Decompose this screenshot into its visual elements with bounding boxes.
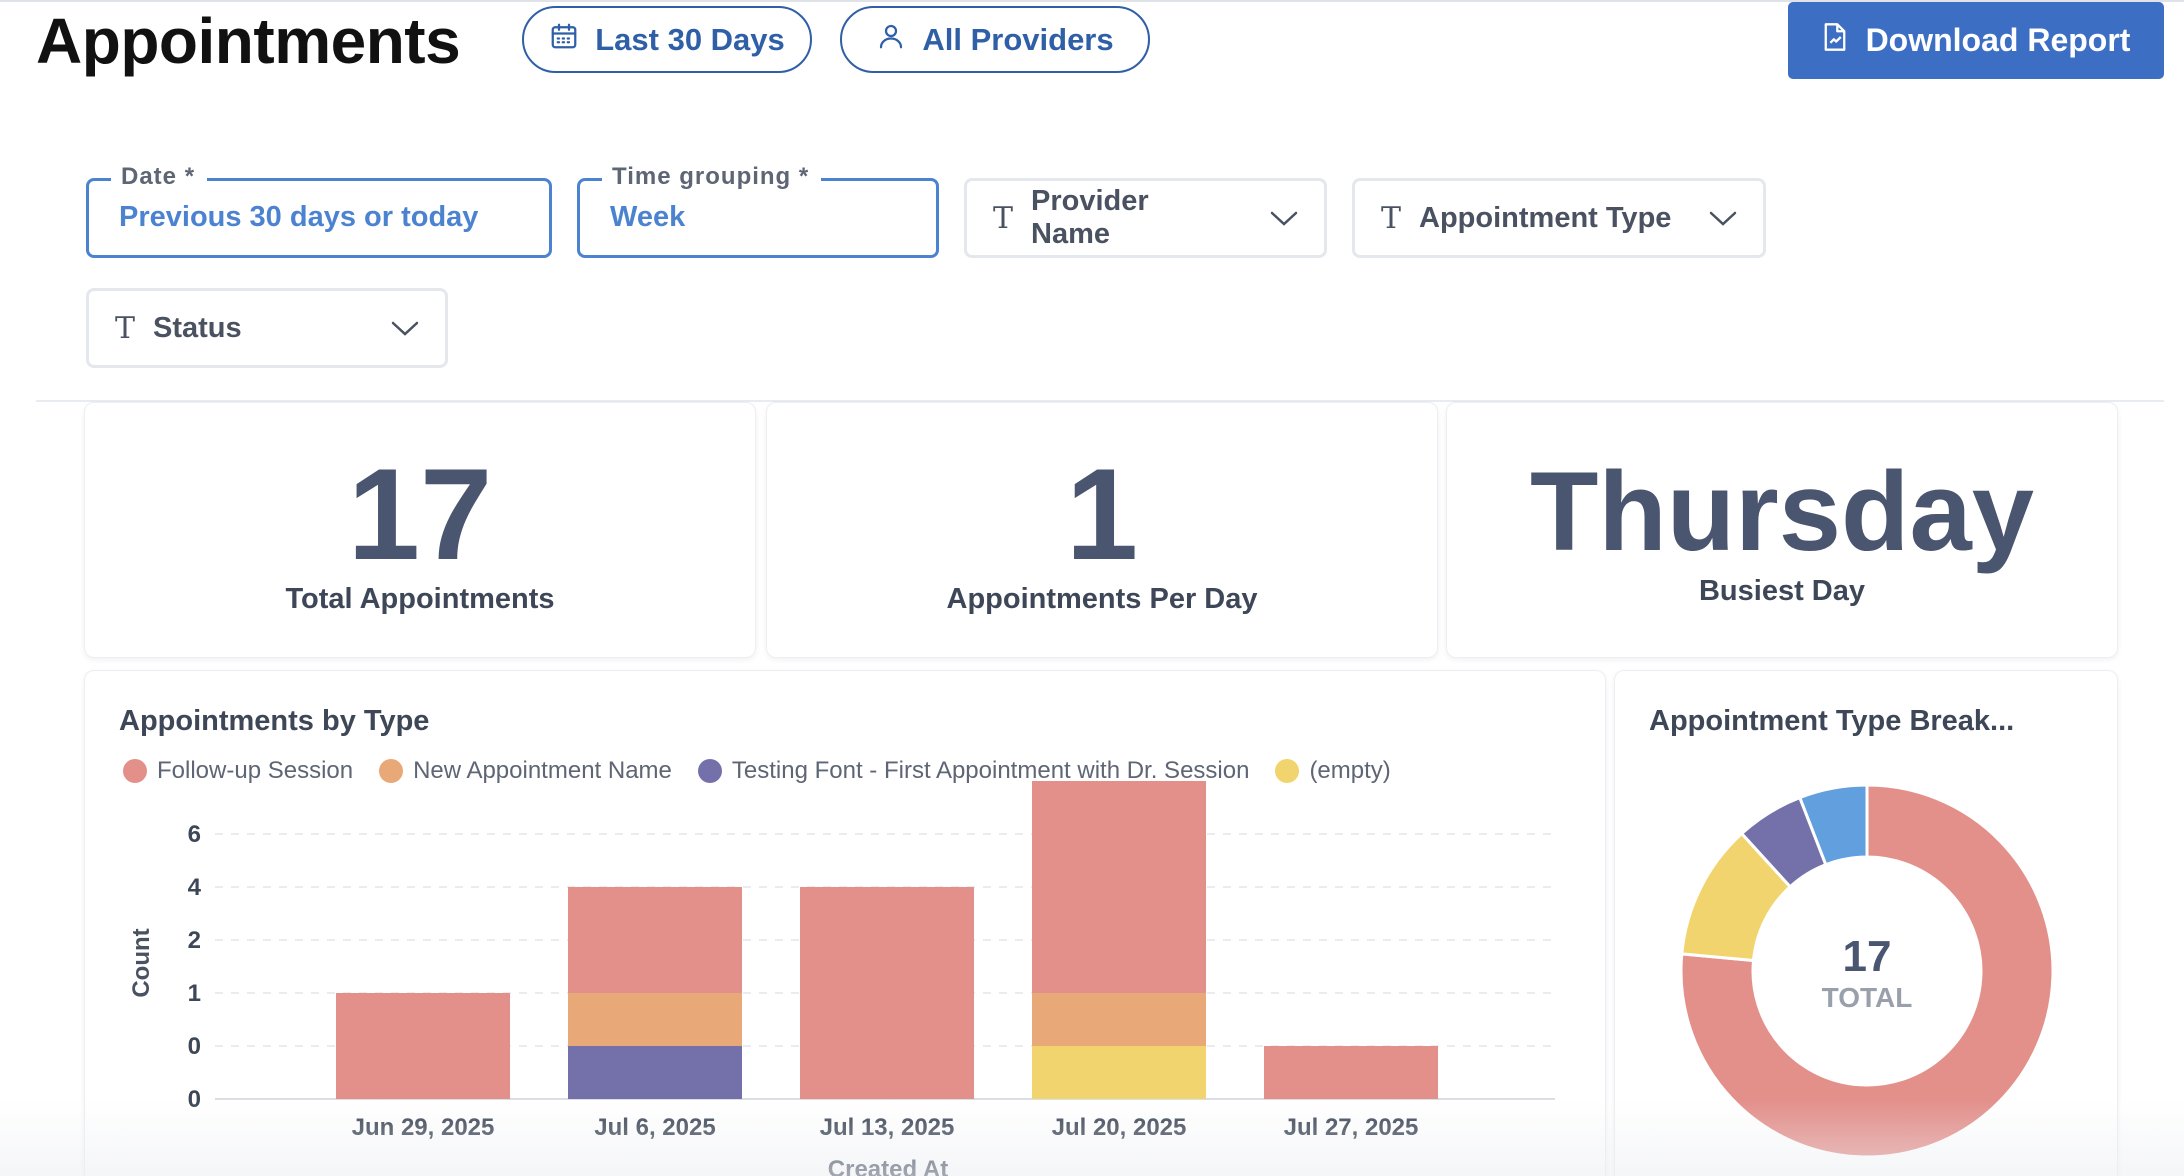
x-tick-label: Jul 13, 2025: [820, 1114, 955, 1141]
provider-name-label: Provider Name: [1031, 185, 1149, 250]
kpi-total-value: 17: [347, 441, 493, 587]
kpi-per-day-value: 1: [1065, 441, 1139, 587]
page-title: Appointments: [36, 5, 461, 77]
provider-name-filter[interactable]: T Provider Name: [964, 178, 1327, 258]
appointments-by-type-card: Appointments by Type Follow-up Session N…: [84, 670, 1606, 1176]
user-icon: [876, 21, 906, 59]
section-divider: [36, 400, 2164, 402]
donut-slice[interactable]: [1679, 783, 2055, 1159]
bar-segment[interactable]: [568, 993, 742, 1046]
bar-chart-legend: Follow-up Session New Appointment Name T…: [123, 757, 1417, 785]
kpi-busiest-label: Busiest Day: [1698, 575, 1865, 607]
download-report-button[interactable]: Download Report: [1788, 2, 2164, 79]
text-type-icon: T: [993, 200, 1014, 236]
x-axis-title: Created At: [828, 1156, 948, 1176]
y-tick-label: 0: [188, 1033, 201, 1060]
donut-slice[interactable]: [1797, 783, 1869, 867]
date-filter-label: Date *: [111, 163, 208, 191]
appointment-type-breakdown-card: Appointment Type Break... 17 TOTAL: [1614, 670, 2118, 1176]
bar-segment[interactable]: [336, 993, 510, 1099]
kpi-busiest-card: Thursday Busiest Day: [1446, 402, 2118, 658]
y-tick-label: 4: [188, 874, 202, 901]
bar-chart: 0 0 1 2 4 6 Jun 29, 2025 Jul 6, 2025 Jul 13, 202…: [128, 781, 1555, 1176]
donut-center-value: 17: [1843, 932, 1892, 981]
legend-dot: [123, 759, 147, 783]
date-range-pill[interactable]: Last 30 Days: [522, 6, 812, 73]
bar-segment[interactable]: [800, 887, 974, 1099]
x-tick-label: Jul 6, 2025: [594, 1114, 715, 1141]
download-label: Download Report: [1865, 22, 2131, 58]
kpi-total-label: Total Appointments: [285, 583, 555, 615]
y-axis-title: Count: [128, 928, 155, 997]
time-grouping-filter[interactable]: Time grouping * Week: [577, 163, 939, 258]
bar-segment[interactable]: [568, 887, 742, 993]
kpi-total-card: 17 Total Appointments: [84, 402, 756, 658]
legend-dot: [379, 759, 404, 783]
x-tick-label: Jun 29, 2025: [352, 1114, 495, 1141]
bar-chart-title: Appointments by Type: [119, 705, 430, 737]
time-grouping-label: Time grouping *: [602, 163, 822, 191]
appointment-type-label: Appointment Type: [1419, 201, 1672, 234]
provider-pill[interactable]: All Providers: [840, 6, 1150, 73]
time-grouping-value: Week: [610, 201, 686, 233]
legend-item[interactable]: (empty): [1275, 757, 1391, 785]
legend-label: (empty): [1309, 757, 1391, 784]
donut-center-label: TOTAL: [1822, 982, 1913, 1013]
y-tick-label: 6: [188, 821, 201, 848]
chevron-down-icon: [391, 312, 419, 345]
date-range-label: Last 30 Days: [595, 21, 785, 57]
kpi-busiest-value: Thursday: [1529, 449, 2035, 574]
bar-segment[interactable]: [1264, 1046, 1438, 1099]
bar-segment[interactable]: [568, 1046, 742, 1099]
date-filter[interactable]: Date * Previous 30 days or today: [86, 163, 552, 258]
provider-label: All Providers: [922, 21, 1114, 57]
text-type-icon: T: [115, 310, 136, 346]
legend-item[interactable]: Follow-up Session: [123, 757, 353, 785]
report-icon: [1822, 22, 1848, 60]
status-label: Status: [153, 311, 242, 344]
kpi-per-day-card: 1 Appointments Per Day: [766, 402, 1438, 658]
legend-label: Follow-up Session: [157, 757, 354, 784]
legend-item[interactable]: New Appointment Name: [379, 757, 672, 785]
x-tick-label: Jul 20, 2025: [1052, 1114, 1187, 1141]
donut-chart-title: Appointment Type Break...: [1649, 705, 2015, 737]
legend-label: Testing Font - First Appointment with Dr…: [731, 757, 1250, 784]
bar-segment[interactable]: [1032, 781, 1206, 993]
y-tick-label: 0: [188, 1086, 201, 1113]
bar-segment[interactable]: [1032, 1046, 1206, 1099]
bar-segment[interactable]: [1032, 993, 1206, 1046]
legend-label: New Appointment Name: [413, 757, 672, 784]
legend-dot: [1275, 759, 1300, 783]
legend-item[interactable]: Testing Font - First Appointment with Dr…: [697, 757, 1250, 785]
status-filter[interactable]: T Status: [86, 288, 448, 368]
calendar-icon: [549, 21, 579, 59]
chevron-down-icon: [1270, 202, 1298, 235]
y-tick-label: 2: [188, 927, 201, 954]
legend-dot: [697, 759, 722, 783]
donut-chart: 17 TOTAL: [1679, 783, 2055, 1159]
text-type-icon: T: [1381, 200, 1402, 236]
date-filter-value: Previous 30 days or today: [119, 201, 479, 233]
x-tick-label: Jul 27, 2025: [1284, 1114, 1419, 1141]
appointment-type-filter[interactable]: T Appointment Type: [1352, 178, 1766, 258]
kpi-per-day-label: Appointments Per Day: [946, 583, 1258, 615]
top-border: [0, 0, 2184, 2]
chevron-down-icon: [1709, 202, 1737, 235]
y-tick-label: 1: [188, 980, 201, 1007]
